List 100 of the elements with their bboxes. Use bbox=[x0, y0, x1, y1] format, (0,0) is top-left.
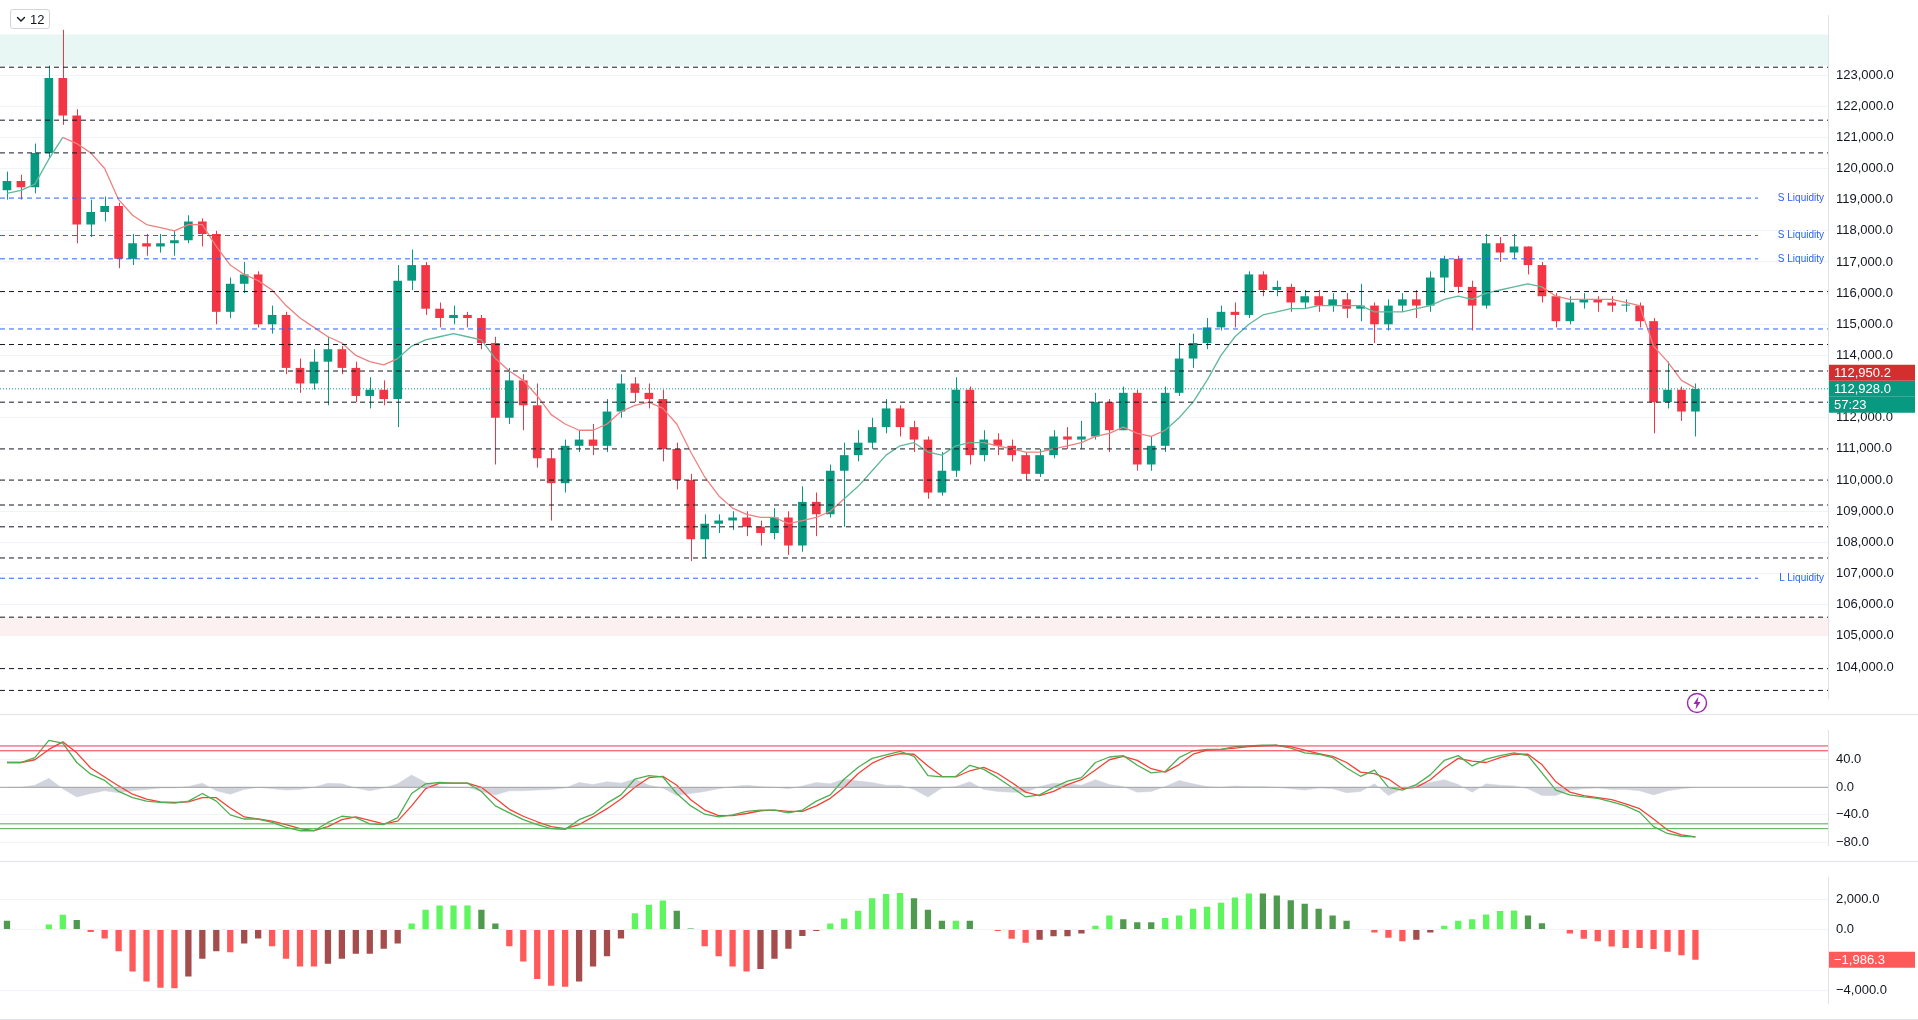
candlestick bbox=[1342, 292, 1351, 319]
bar bbox=[310, 929, 318, 967]
bar bbox=[1203, 906, 1211, 929]
bar bbox=[924, 909, 932, 929]
bar bbox=[1566, 929, 1573, 934]
candlestick bbox=[853, 429, 863, 462]
bar bbox=[952, 920, 959, 929]
bar bbox=[1664, 929, 1671, 952]
bar bbox=[199, 929, 206, 959]
bar bbox=[3, 920, 11, 929]
candlestick bbox=[1523, 245, 1533, 275]
bar bbox=[143, 929, 150, 982]
bar bbox=[1175, 915, 1183, 929]
candlestick bbox=[184, 214, 193, 244]
bar bbox=[282, 929, 290, 959]
candlestick bbox=[1398, 292, 1407, 313]
bar bbox=[366, 929, 373, 954]
bar bbox=[1538, 923, 1546, 929]
y-tick-label: 40.0 bbox=[1836, 751, 1862, 767]
bar bbox=[1469, 919, 1476, 929]
candlestick bbox=[630, 376, 640, 403]
text: 112,950.2 bbox=[1834, 364, 1891, 380]
bar bbox=[1413, 929, 1420, 940]
bar bbox=[324, 929, 332, 964]
bar bbox=[1148, 922, 1155, 929]
candlestick bbox=[1565, 295, 1575, 325]
bar bbox=[227, 929, 234, 953]
bar bbox=[1078, 929, 1085, 934]
bar bbox=[492, 923, 499, 929]
bar bbox=[185, 929, 192, 977]
bar bbox=[1245, 893, 1253, 929]
y-tick-label: 118,000.0 bbox=[1836, 222, 1893, 238]
ref-line-label: S Liquidity bbox=[1777, 252, 1824, 264]
y-tick-label: −40.0 bbox=[1836, 806, 1869, 822]
bar bbox=[1064, 929, 1071, 937]
bar bbox=[617, 929, 625, 939]
bar bbox=[436, 905, 443, 929]
bar bbox=[1371, 929, 1378, 933]
bar bbox=[701, 929, 708, 947]
candlestick bbox=[239, 261, 249, 294]
bar bbox=[1329, 915, 1336, 929]
bar bbox=[73, 919, 80, 929]
bar bbox=[1524, 915, 1532, 929]
candlestick bbox=[1412, 289, 1421, 319]
bar bbox=[1441, 925, 1448, 929]
bar bbox=[101, 929, 108, 939]
bar bbox=[1259, 893, 1266, 929]
y-tick-label: 112,000.0 bbox=[1836, 409, 1893, 425]
bar bbox=[1482, 914, 1490, 929]
bar bbox=[380, 929, 387, 949]
bar bbox=[520, 929, 527, 962]
y-tick-label: 123,000.0 bbox=[1836, 66, 1894, 82]
bar bbox=[743, 929, 750, 972]
bar bbox=[1678, 929, 1685, 956]
bar bbox=[1134, 922, 1141, 929]
bar bbox=[478, 909, 485, 929]
y-tick-label: 110,000.0 bbox=[1836, 471, 1893, 487]
candlestick bbox=[728, 510, 737, 531]
bar bbox=[45, 924, 52, 929]
bar bbox=[548, 929, 555, 986]
bar bbox=[1287, 900, 1294, 929]
candlestick bbox=[714, 513, 723, 534]
candlestick bbox=[742, 510, 751, 537]
bar bbox=[1427, 929, 1434, 933]
candlestick bbox=[1077, 420, 1086, 450]
candlestick bbox=[156, 233, 165, 254]
y-tick-label: 119,000.0 bbox=[1836, 191, 1893, 207]
bar bbox=[213, 929, 220, 952]
bar bbox=[1622, 929, 1629, 949]
annotation: 12 bbox=[30, 11, 45, 27]
bar bbox=[255, 929, 262, 939]
y-tick-label: 0.0 bbox=[1836, 778, 1855, 794]
bar bbox=[771, 929, 778, 959]
candlestick bbox=[1188, 333, 1198, 369]
candlestick bbox=[1495, 236, 1505, 263]
bar bbox=[1231, 897, 1239, 929]
candlestick bbox=[1146, 435, 1156, 472]
candlestick bbox=[1035, 448, 1044, 478]
y-tick-label: 109,000.0 bbox=[1836, 502, 1894, 518]
y-tick-label: 117,000.0 bbox=[1836, 253, 1893, 269]
candlestick bbox=[100, 196, 109, 222]
y-tick-label: 115,000.0 bbox=[1836, 315, 1893, 331]
y-tick-label: 111,000.0 bbox=[1836, 440, 1892, 456]
text: 57:23 bbox=[1834, 396, 1867, 412]
bar bbox=[506, 929, 513, 947]
bar bbox=[715, 929, 722, 957]
y-tick-label: −80.0 bbox=[1836, 834, 1869, 850]
bar bbox=[1050, 929, 1057, 937]
bar bbox=[1008, 929, 1015, 939]
bar bbox=[827, 923, 834, 929]
y-tick-label: 121,000.0 bbox=[1836, 128, 1894, 144]
bar bbox=[1455, 920, 1462, 929]
candlestick bbox=[1300, 289, 1310, 310]
bar bbox=[645, 904, 653, 929]
candlestick bbox=[170, 230, 179, 257]
ref-line-label: 112,928.0 bbox=[1834, 380, 1891, 396]
bar bbox=[882, 894, 890, 929]
y-tick-label: 105,000.0 bbox=[1836, 627, 1894, 643]
bar bbox=[1692, 929, 1699, 960]
bar bbox=[1189, 908, 1197, 929]
